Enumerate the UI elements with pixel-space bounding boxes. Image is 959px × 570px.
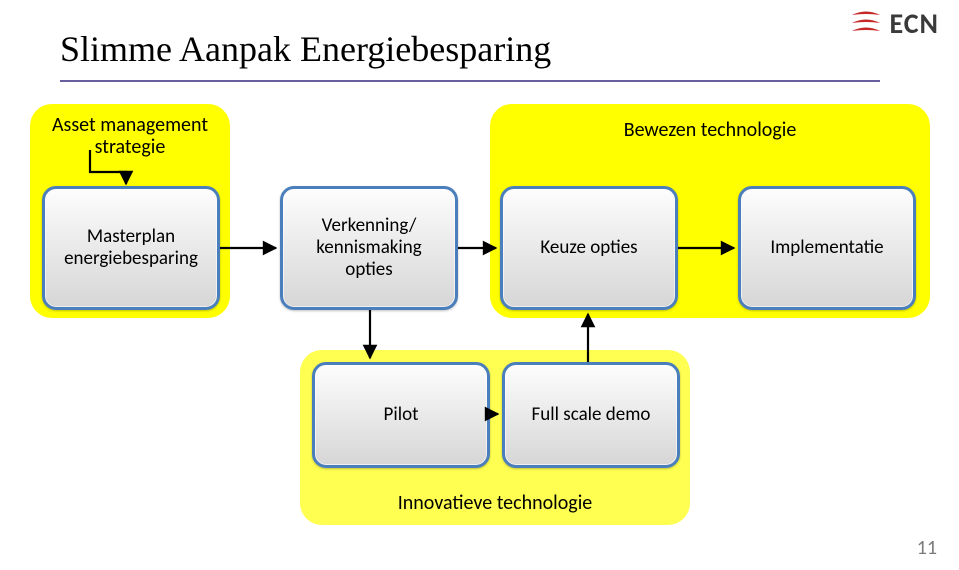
ecn-logo: ECN: [851, 6, 939, 41]
node-masterplan-line1: Masterplan: [87, 225, 175, 248]
node-masterplan-line2: energiebesparing: [64, 247, 198, 270]
node-pilot-label: Pilot: [384, 404, 419, 426]
node-implementatie: Implementatie: [738, 186, 916, 310]
slide-title: Slimme Aanpak Energiebesparing: [60, 28, 551, 70]
container-innov-label: Innovatieve technologie: [300, 491, 690, 515]
node-verken-line3: opties: [345, 258, 392, 281]
ecn-logo-mark: [851, 11, 881, 37]
node-demo-label: Full scale demo: [532, 404, 651, 426]
container-bewezen-label: Bewezen technologie: [490, 118, 930, 142]
container-asset-label-line1: Asset management: [52, 113, 208, 137]
node-keuze-opties: Keuze opties: [500, 186, 678, 310]
node-masterplan: Masterplan energiebesparing: [42, 186, 220, 310]
node-impl-label: Implementatie: [770, 237, 883, 259]
node-verken-line2: kennismaking: [316, 236, 421, 259]
node-verken-line1: Verkenning/: [322, 214, 417, 237]
ecn-logo-text: ECN: [889, 6, 939, 41]
node-keuze-label: Keuze opties: [540, 237, 637, 259]
node-full-scale-demo: Full scale demo: [502, 362, 680, 468]
node-pilot: Pilot: [312, 362, 490, 468]
container-asset-label: Asset management strategie: [30, 114, 230, 158]
container-asset-label-line2: strategie: [95, 135, 166, 159]
node-verkenning: Verkenning/ kennismaking opties: [280, 186, 458, 310]
page-number: 11: [917, 536, 937, 560]
title-underline: [60, 80, 880, 82]
